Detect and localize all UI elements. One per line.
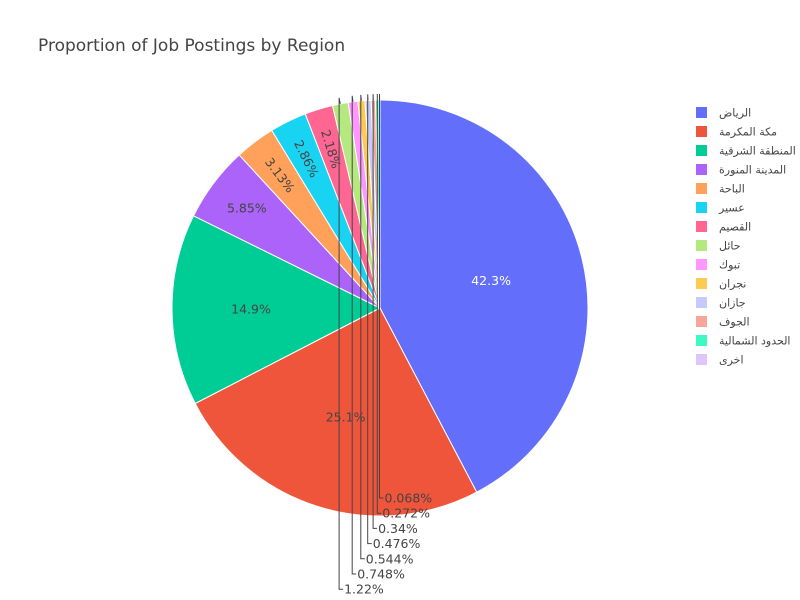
leader-line — [351, 95, 357, 575]
legend-swatch[interactable] — [696, 335, 707, 346]
legend-label[interactable]: اخرى — [719, 354, 744, 367]
legend-swatch[interactable] — [696, 126, 707, 137]
slice-label: 25.1% — [326, 410, 366, 425]
leader-line — [338, 97, 344, 590]
pie-slices — [171, 99, 589, 517]
legend-label[interactable]: المدينة المنورة — [719, 164, 786, 177]
legend-label[interactable]: عسير — [718, 202, 745, 215]
leader-line — [360, 94, 365, 560]
legend-swatch[interactable] — [696, 221, 707, 232]
pie-slice[interactable] — [379, 99, 589, 493]
legend-label[interactable]: الحدود الشمالية — [719, 335, 791, 348]
leader-line — [367, 94, 372, 545]
legend-swatch[interactable] — [696, 316, 707, 327]
legend-swatch[interactable] — [696, 164, 707, 175]
slice-label: 5.85% — [227, 201, 267, 216]
legend-label[interactable]: مكة المكرمة — [719, 126, 777, 139]
slice-label: 0.068% — [385, 491, 433, 506]
legend-label[interactable]: نجران — [719, 278, 746, 291]
legend-label[interactable]: تبوك — [719, 259, 740, 272]
legend-swatch[interactable] — [696, 259, 707, 270]
slice-label: 42.3% — [471, 273, 511, 288]
slice-label: 0.34% — [378, 521, 418, 536]
chart-title: Proportion of Job Postings by Region — [38, 36, 345, 56]
legend-label[interactable]: المنطقة الشرقية — [719, 145, 796, 158]
legend-label[interactable]: القصيم — [719, 221, 751, 234]
legend-label[interactable]: الباحة — [719, 183, 745, 196]
pie-slice[interactable] — [171, 215, 382, 405]
legend-label[interactable]: حائل — [719, 240, 741, 253]
slice-label: 0.272% — [382, 506, 430, 521]
slice-label: 1.22% — [344, 582, 384, 597]
slice-label: 14.9% — [231, 302, 271, 317]
legend-swatch[interactable] — [696, 202, 707, 213]
leader-line — [372, 94, 378, 529]
legend-swatch[interactable] — [696, 183, 707, 194]
pie-slice[interactable] — [194, 307, 478, 517]
legend-swatch[interactable] — [696, 107, 707, 118]
leader-lines — [338, 93, 384, 590]
leader-line — [376, 94, 382, 514]
legend-label[interactable]: الجوف — [719, 316, 750, 329]
legend-swatch[interactable] — [696, 354, 707, 365]
slice-label: 0.476% — [373, 536, 421, 551]
legend: الرياض مكة المكرمة المنطقة الشرقية المدينة … — [696, 107, 796, 367]
legend-swatch[interactable] — [696, 297, 707, 308]
legend-label[interactable]: جازان — [719, 297, 746, 310]
legend-swatch[interactable] — [696, 240, 707, 251]
legend-label[interactable]: الرياض — [719, 107, 751, 120]
legend-swatch[interactable] — [696, 145, 707, 156]
leader-line — [379, 93, 384, 499]
slice-label: 0.748% — [357, 567, 405, 582]
slice-label: 0.544% — [366, 551, 414, 566]
legend-swatch[interactable] — [696, 278, 707, 289]
